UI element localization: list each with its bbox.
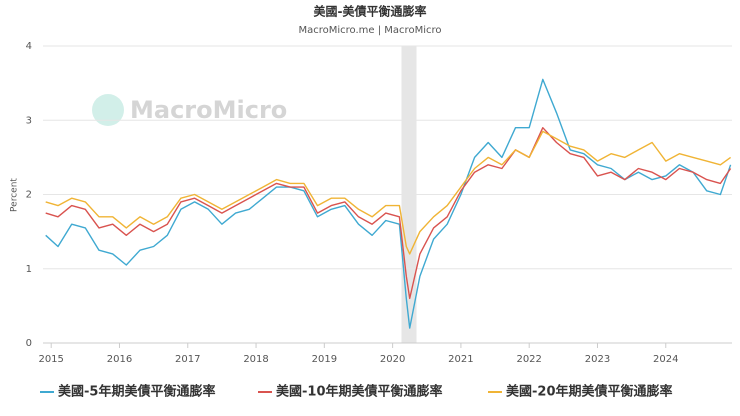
x-tick-label: 2016 [107, 354, 132, 365]
series-line [45, 78, 732, 329]
legend-item: 美國-20年期美債平衡通膨率 [488, 384, 673, 400]
y-tick-label: 2 [26, 190, 32, 201]
series-line [45, 130, 732, 255]
y-tick-label: 4 [26, 41, 32, 52]
x-tick-label: 2018 [243, 354, 268, 365]
series-line [45, 127, 732, 300]
x-tick-label: 2017 [175, 354, 200, 365]
x-tick-label: 2019 [312, 354, 337, 365]
watermark-logo [92, 94, 124, 126]
x-tick-label: 2024 [653, 354, 678, 365]
chart-subtitle: MacroMicro.me | MacroMicro [299, 25, 442, 36]
legend-label: 美國-10年期美債平衡通膨率 [276, 384, 443, 400]
legend-item: 美國-5年期美債平衡通膨率 [40, 384, 215, 400]
y-axis-label: Percent [10, 178, 20, 212]
chart-title: 美國-美債平衡通膨率 [314, 4, 427, 19]
y-tick-label: 1 [26, 264, 32, 275]
legend-item: 美國-10年期美債平衡通膨率 [258, 384, 443, 400]
x-tick-label: 2022 [516, 354, 541, 365]
x-tick-label: 2021 [448, 354, 473, 365]
x-tick-label: 2020 [380, 354, 405, 365]
legend-label: 美國-20年期美債平衡通膨率 [506, 384, 673, 400]
y-tick-label: 3 [26, 115, 32, 126]
y-tick-label: 0 [26, 338, 32, 349]
watermark: MacroMicro [130, 96, 287, 124]
watermark-group: MacroMicro [92, 94, 287, 126]
x-tick-label: 2023 [585, 354, 610, 365]
legend-label: 美國-5年期美債平衡通膨率 [58, 384, 215, 400]
x-tick-label: 2015 [38, 354, 63, 365]
